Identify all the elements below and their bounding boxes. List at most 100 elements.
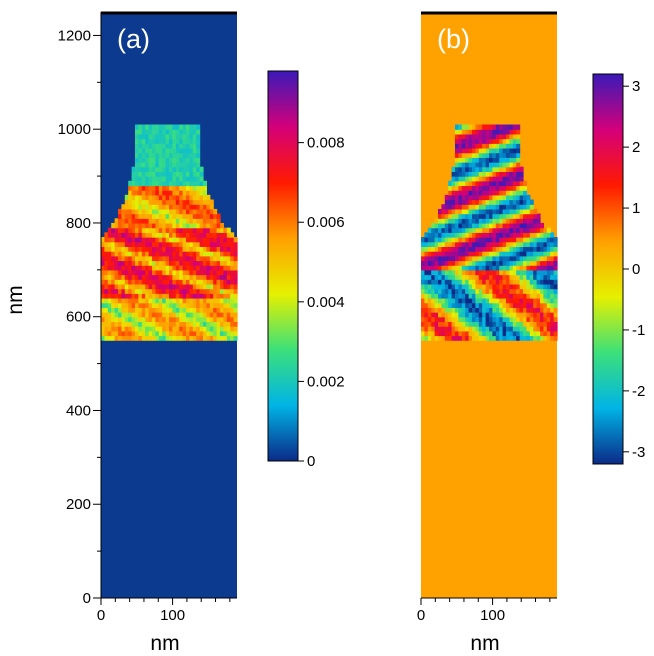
- heatmap-cell: [468, 321, 473, 327]
- heatmap-cell: [478, 288, 483, 294]
- heatmap-cell: [209, 218, 214, 224]
- heatmap-cell: [451, 326, 456, 332]
- heatmap-cell: [169, 241, 173, 247]
- heatmap-cell: [529, 326, 534, 332]
- heatmap-cell: [421, 274, 425, 280]
- heatmap-cell: [209, 237, 214, 243]
- heatmap-cell: [458, 288, 463, 294]
- heatmap-cell: [186, 190, 190, 196]
- heatmap-cell: [482, 194, 487, 201]
- heatmap-cell: [550, 321, 555, 327]
- heatmap-cell: [455, 251, 459, 257]
- heatmap-cell: [546, 307, 551, 313]
- heatmap-cell: [182, 330, 187, 337]
- heatmap-cell: [182, 321, 187, 327]
- heatmap-cell: [502, 138, 507, 144]
- heatmap-cell: [485, 171, 490, 177]
- heatmap-cell: [431, 251, 436, 257]
- heatmap-cell: [165, 143, 170, 149]
- heatmap-cell: [553, 302, 558, 308]
- heatmap-cell: [186, 185, 190, 191]
- heatmap-cell: [465, 222, 470, 229]
- heatmap-cell: [441, 241, 446, 247]
- heatmap-cell: [427, 232, 432, 238]
- heatmap-cell: [155, 208, 160, 215]
- heatmap-cell: [441, 312, 446, 318]
- heatmap-cell: [189, 152, 194, 158]
- heatmap-cell: [529, 208, 534, 215]
- heatmap-cell: [121, 321, 126, 327]
- heatmap-cell: [492, 176, 497, 182]
- heatmap-cell: [455, 166, 459, 172]
- heatmap-cell: [226, 246, 231, 252]
- heatmap-cell: [196, 143, 201, 149]
- heatmap-cell: [145, 185, 150, 191]
- heatmap-cell: [172, 171, 177, 177]
- heatmap-cell: [216, 255, 221, 262]
- heatmap-cell: [158, 241, 163, 247]
- heatmap-cell: [203, 274, 207, 280]
- heatmap-cell: [189, 237, 194, 243]
- heatmap-cell: [118, 227, 122, 233]
- heatmap-cell: [124, 199, 129, 205]
- heatmap-cell: [216, 246, 221, 252]
- heatmap-cell: [465, 208, 470, 215]
- heatmap-cell: [427, 279, 432, 285]
- heatmap-cell: [179, 269, 184, 276]
- heatmap-cell: [206, 246, 211, 252]
- heatmap-cell: [155, 269, 160, 276]
- heatmap-cell: [233, 283, 238, 290]
- heatmap-cell: [424, 326, 429, 332]
- heatmap-cell: [179, 124, 184, 130]
- heatmap-cell: [553, 330, 558, 337]
- heatmap-cell: [203, 293, 207, 299]
- heatmap-cell: [162, 307, 167, 313]
- heatmap-cell: [523, 222, 527, 229]
- heatmap-cell: [162, 302, 167, 308]
- heatmap-cell: [179, 152, 184, 158]
- heatmap-cell: [485, 133, 490, 140]
- panel-a-x-axis-label: nm: [150, 632, 179, 655]
- heatmap-cell: [540, 274, 544, 280]
- heatmap-cell: [158, 312, 163, 318]
- heatmap-cell: [135, 162, 139, 168]
- heatmap-cell: [478, 312, 483, 318]
- heatmap-cell: [138, 227, 143, 233]
- heatmap-cell: [492, 241, 497, 247]
- heatmap-cell: [131, 208, 136, 215]
- heatmap-cell: [502, 147, 507, 154]
- heatmap-cell: [155, 213, 160, 219]
- heatmap-cell: [478, 274, 483, 280]
- heatmap-cell: [553, 265, 558, 271]
- heatmap-cell: [472, 194, 476, 201]
- heatmap-cell: [107, 330, 112, 337]
- heatmap-cell: [546, 326, 551, 332]
- heatmap-cell: [455, 190, 459, 196]
- heatmap-cell: [424, 279, 429, 285]
- heatmap-cell: [451, 274, 456, 280]
- heatmap-cell: [209, 232, 214, 238]
- heatmap-cell: [468, 208, 473, 215]
- heatmap-cell: [148, 255, 153, 262]
- heatmap-cell: [141, 274, 146, 280]
- heatmap-cell: [179, 157, 184, 163]
- heatmap-cell: [152, 185, 156, 191]
- heatmap-cell: [101, 246, 105, 252]
- heatmap-cell: [431, 293, 436, 299]
- heatmap-cell: [472, 302, 476, 308]
- heatmap-cell: [553, 274, 558, 280]
- heatmap-cell: [441, 279, 446, 285]
- heatmap-cell: [101, 269, 105, 276]
- heatmap-cell: [220, 335, 224, 341]
- heatmap-cell: [209, 265, 214, 271]
- heatmap-cell: [529, 269, 534, 276]
- heatmap-cell: [203, 251, 207, 257]
- heatmap-cell: [107, 241, 112, 247]
- heatmap-cell: [152, 162, 156, 168]
- heatmap-cell: [107, 302, 112, 308]
- heatmap-cell: [512, 213, 517, 219]
- heatmap-cell: [138, 307, 143, 313]
- heatmap-cell: [216, 293, 221, 299]
- heatmap-cell: [550, 251, 555, 257]
- heatmap-cell: [189, 260, 194, 266]
